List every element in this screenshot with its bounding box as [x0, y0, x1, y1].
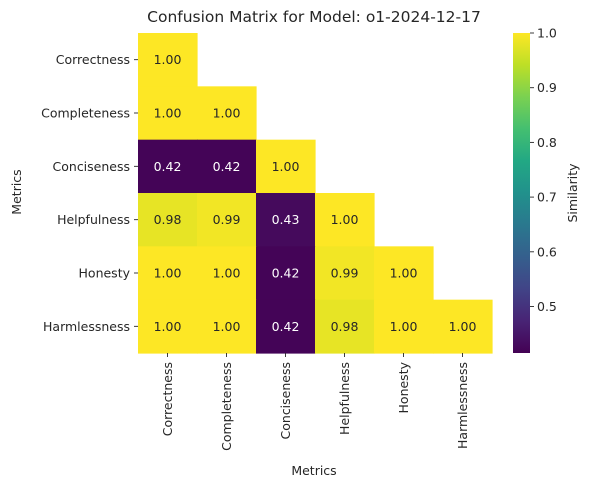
heatmap-cell: [374, 299, 434, 354]
heatmap-cell: [197, 193, 257, 247]
heatmap-cells: [138, 33, 493, 354]
y-tick-label: Conciseness: [53, 159, 130, 174]
heatmap-cell: [256, 299, 316, 354]
y-axis-label: Metrics: [9, 169, 24, 214]
heatmap-cell: [138, 86, 198, 141]
x-tick-label: Helpfulness: [337, 362, 352, 435]
cell-value-label: 0.98: [154, 212, 182, 227]
colorbar-ticks: 0.5 0.6 0.7 0.8 0.9 1.0: [530, 26, 557, 314]
heatmap-cell: [138, 193, 198, 247]
heatmap-cell: [256, 139, 316, 194]
cell-value-label: 1.00: [449, 319, 477, 334]
chart-title: Confusion Matrix for Model: o1-2024-12-1…: [147, 8, 481, 26]
cell-value-label: 0.42: [272, 266, 300, 281]
heatmap-cell: [138, 246, 198, 301]
colorbar-tick-label: 0.5: [537, 299, 557, 314]
colorbar: 0.5 0.6 0.7 0.8 0.9 1.0 Similarity: [513, 26, 580, 353]
heatmap-cell: [138, 33, 198, 87]
heatmap-cell: [138, 139, 198, 194]
heatmap-cell: [315, 299, 375, 354]
colorbar-tick-label: 0.8: [537, 135, 557, 150]
cell-value-label: 1.00: [154, 266, 182, 281]
cell-value-label: 1.00: [154, 106, 182, 121]
colorbar-gradient: [513, 33, 530, 353]
heatmap-cell: [256, 193, 316, 247]
heatmap-cell: [315, 193, 375, 247]
heatmap-cell: [433, 299, 493, 354]
cell-value-label: 1.00: [390, 266, 418, 281]
x-tick-label: Honesty: [396, 361, 411, 413]
y-tick-label: Completeness: [41, 106, 130, 121]
heatmap-cell: [256, 246, 316, 301]
cell-value-label: 1.00: [331, 212, 359, 227]
cell-value-label: 0.99: [213, 212, 241, 227]
heatmap-cell: [315, 246, 375, 301]
x-tick-label: Completeness: [219, 362, 234, 451]
cell-value-label: 0.42: [154, 159, 182, 174]
x-tick-label: Harmlessness: [455, 362, 470, 449]
heatmap-cell: [197, 299, 257, 354]
heatmap-cell: [374, 246, 434, 301]
x-axis-label: Metrics: [291, 463, 336, 478]
cell-value-label: 0.42: [213, 159, 241, 174]
heatmap-cell: [197, 139, 257, 194]
cell-value-label: 1.00: [154, 52, 182, 67]
y-tick-label: Harmlessness: [43, 319, 130, 334]
cell-value-label: 1.00: [154, 319, 182, 334]
colorbar-tick-label: 0.7: [537, 190, 557, 205]
heatmap-cell: [197, 86, 257, 141]
y-tick-label: Honesty: [79, 266, 131, 281]
colorbar-label: Similarity: [565, 163, 580, 223]
colorbar-tick-label: 0.9: [537, 80, 557, 95]
y-tick-label: Correctness: [56, 52, 130, 67]
x-tick-label: Conciseness: [278, 362, 293, 439]
cell-value-labels: 1.00 1.00 1.00 0.42 0.42 1.00 0.98 0.99 0.43 1.00…: [154, 52, 477, 334]
cell-value-label: 1.00: [272, 159, 300, 174]
cell-value-label: 0.42: [272, 319, 300, 334]
y-tick-label: Helpfulness: [57, 212, 130, 227]
cell-value-label: 0.99: [331, 266, 359, 281]
cell-value-label: 1.00: [213, 266, 241, 281]
cell-value-label: 1.00: [390, 319, 418, 334]
x-tick-label: Correctness: [160, 362, 175, 436]
cell-value-label: 1.00: [213, 319, 241, 334]
cell-value-label: 0.98: [331, 319, 359, 334]
heatmap-cell: [197, 246, 257, 301]
x-axis-ticks: Correctness Completeness Conciseness Helpfu…: [160, 353, 470, 451]
heatmap-cell: [138, 299, 198, 354]
colorbar-tick-label: 1.0: [537, 26, 557, 41]
cell-value-label: 1.00: [213, 106, 241, 121]
cell-value-label: 0.43: [272, 212, 300, 227]
colorbar-tick-label: 0.6: [537, 244, 557, 259]
y-axis-ticks: Correctness Completeness Conciseness Helpfu…: [41, 52, 138, 334]
